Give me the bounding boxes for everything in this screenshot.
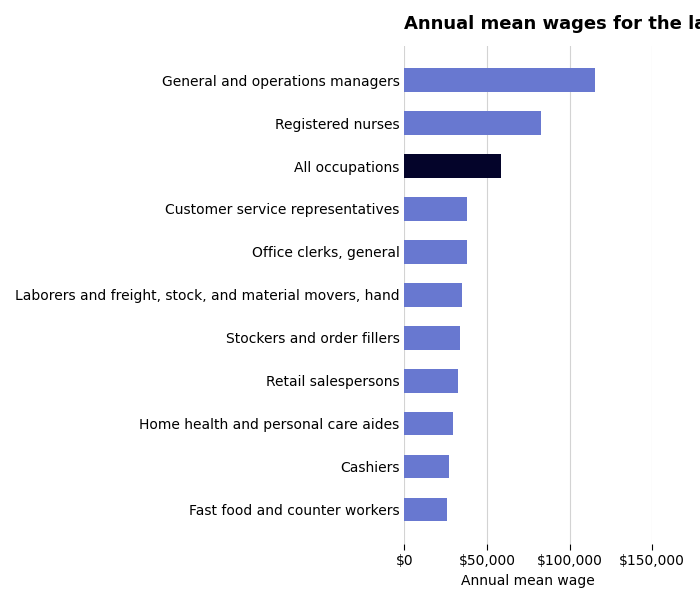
Bar	[405, 68, 595, 92]
Bar	[405, 412, 453, 435]
Bar	[405, 326, 460, 350]
Bar	[405, 154, 500, 178]
Bar	[405, 497, 447, 522]
Bar	[405, 283, 462, 307]
Bar	[405, 197, 468, 221]
Text: Annual mean wages for the largest occupations, May 2021: Annual mean wages for the largest occupa…	[405, 15, 700, 33]
X-axis label: Annual mean wage: Annual mean wage	[461, 574, 595, 588]
Bar	[405, 369, 458, 393]
Bar	[405, 240, 467, 264]
Bar	[405, 455, 449, 478]
Bar	[405, 112, 541, 135]
